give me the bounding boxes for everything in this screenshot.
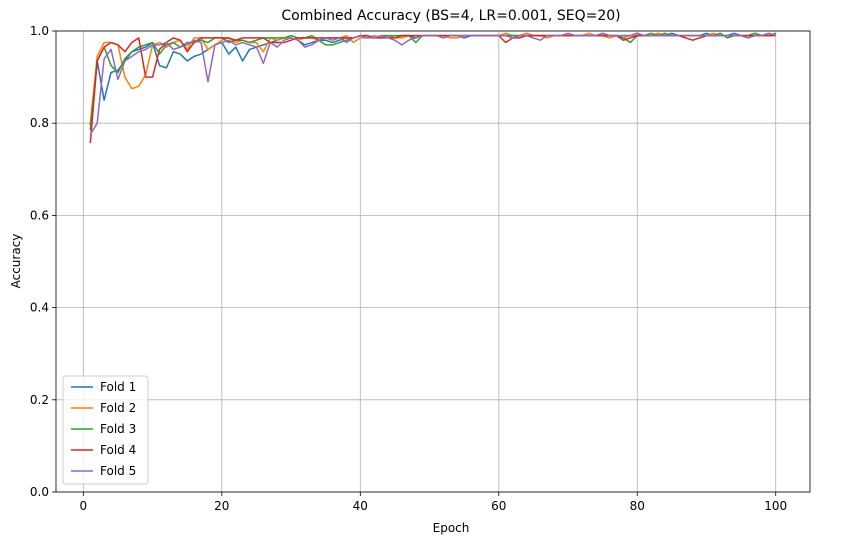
legend-label-fold-4: Fold 4 (100, 443, 136, 457)
x-tick-label: 0 (80, 499, 88, 513)
legend-box (62, 375, 149, 485)
legend-label-fold-3: Fold 3 (100, 422, 136, 436)
x-tick-label: 20 (214, 499, 229, 513)
legend: Fold 1 Fold 2 Fold 3 Fold 4 Fold 5 (62, 375, 149, 485)
x-axis-title: Epoch (433, 521, 470, 535)
x-axis: 0 20 40 60 80 100 (80, 492, 787, 513)
x-tick-label: 100 (764, 499, 787, 513)
y-tick-label: 0.8 (30, 116, 49, 130)
y-axis-title: Accuracy (9, 234, 23, 289)
series-line-fold-5 (89, 32, 776, 136)
chart-title: Combined Accuracy (BS=4, LR=0.001, SEQ=2… (281, 8, 620, 24)
y-tick-label: 0.0 (30, 485, 49, 499)
x-tick-label: 60 (491, 499, 506, 513)
y-tick-label: 1.0 (30, 24, 49, 38)
legend-label-fold-2: Fold 2 (100, 401, 136, 415)
y-tick-label: 0.4 (30, 301, 49, 315)
y-axis: 0.0 0.2 0.4 0.6 0.8 1.0 (30, 24, 56, 499)
y-tick-label: 0.6 (30, 208, 49, 222)
plot-frame (55, 30, 811, 493)
legend-label-fold-5: Fold 5 (100, 464, 136, 478)
legend-label-fold-1: Fold 1 (100, 380, 136, 394)
plot-lines (89, 32, 776, 144)
x-tick-label: 80 (630, 499, 645, 513)
y-tick-label: 0.2 (30, 393, 49, 407)
x-tick-label: 40 (353, 499, 368, 513)
